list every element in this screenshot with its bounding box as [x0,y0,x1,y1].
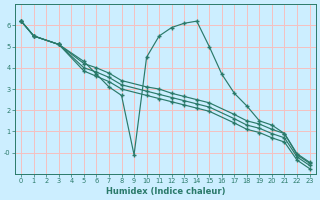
X-axis label: Humidex (Indice chaleur): Humidex (Indice chaleur) [106,187,225,196]
